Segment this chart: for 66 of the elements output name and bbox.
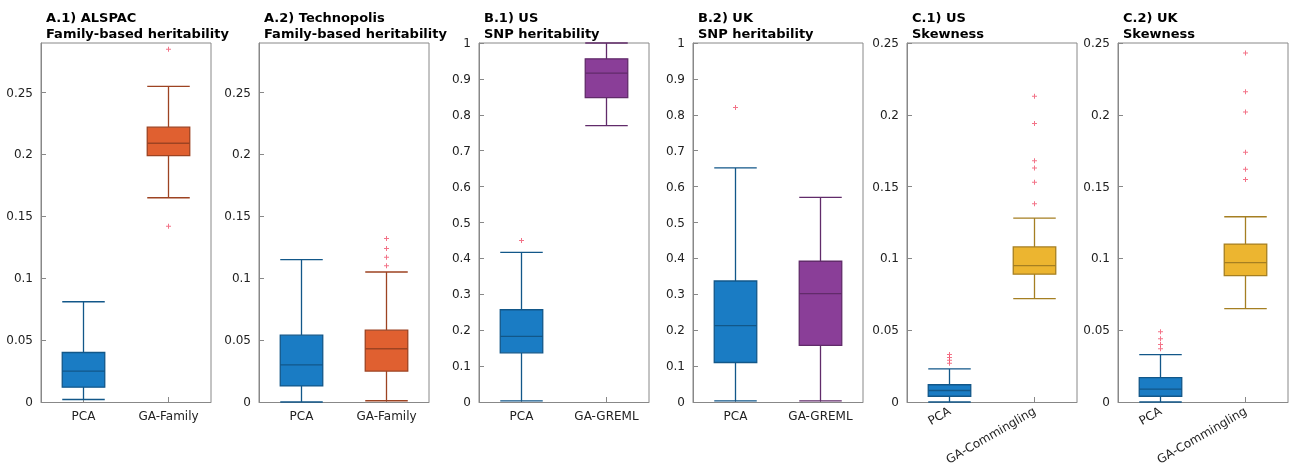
y-tick-label: 0.5 — [451, 215, 471, 230]
chart-title: C.2) UK — [1123, 9, 1179, 25]
y-tick-label: 0.05 — [224, 333, 251, 348]
y-tick-label: 0.1 — [665, 359, 685, 374]
y-tick-label: 0 — [463, 395, 471, 409]
y-tick-label: 0.2 — [451, 323, 471, 338]
y-tick-label: 0.15 — [872, 179, 899, 194]
y-tick-label: 0.6 — [451, 179, 471, 194]
chart-subtitle: Skewness — [912, 25, 985, 41]
x-tick-label: PCA — [723, 409, 749, 423]
x-tick-label: GA-GREML — [574, 409, 639, 423]
y-tick-label: 1 — [677, 36, 685, 50]
chart-title: C.1) US — [912, 9, 966, 25]
y-tick-label: 0.1 — [451, 359, 471, 374]
y-tick-label: 0.1 — [13, 271, 33, 286]
y-tick-label: 0.15 — [1083, 179, 1110, 194]
x-tick-label: GA-Family — [356, 409, 417, 423]
chart-subtitle: Skewness — [1123, 25, 1196, 41]
y-tick-label: 0.2 — [879, 107, 899, 122]
y-tick-label: 0.25 — [872, 36, 899, 50]
y-tick-label: 0.25 — [1083, 36, 1110, 50]
chart-title: A.2) Technopolis — [264, 9, 386, 25]
y-tick-label: 0 — [891, 395, 899, 409]
chart-title: B.2) UK — [698, 9, 754, 25]
chart-title: A.1) ALSPAC — [46, 9, 137, 25]
y-tick-label: 0.3 — [665, 287, 685, 302]
y-tick-label: 0.9 — [451, 71, 471, 86]
y-tick-label: 0.1 — [1090, 251, 1110, 266]
x-tick-label: PCA — [71, 409, 97, 423]
y-tick-label: 0 — [677, 395, 685, 409]
y-tick-label: 0.2 — [231, 147, 251, 162]
y-tick-label: 0.2 — [665, 323, 685, 338]
x-tick-label: GA-Family — [138, 409, 199, 423]
y-tick-label: 0.8 — [665, 107, 685, 122]
x-tick-label: PCA — [509, 409, 535, 423]
y-tick-label: 0 — [25, 395, 33, 409]
y-tick-label: 0.25 — [6, 85, 33, 100]
y-tick-label: 0.05 — [1083, 323, 1110, 338]
y-tick-label: 0 — [243, 395, 251, 409]
y-tick-label: 1 — [463, 36, 471, 50]
y-tick-label: 0.1 — [879, 251, 899, 266]
chart-subtitle: Family-based heritability — [46, 25, 230, 41]
y-tick-label: 0.05 — [872, 323, 899, 338]
y-tick-label: 0.3 — [451, 287, 471, 302]
chart-subtitle: Family-based heritability — [264, 25, 448, 41]
x-tick-label: GA-GREML — [788, 409, 853, 423]
y-tick-label: 0.4 — [665, 251, 685, 266]
y-tick-label: 0.7 — [665, 143, 685, 158]
y-tick-label: 0.05 — [6, 333, 33, 348]
y-tick-label: 0.6 — [665, 179, 685, 194]
y-tick-label: 0.15 — [224, 209, 251, 224]
y-tick-label: 0.2 — [13, 147, 33, 162]
chart-title: B.1) US — [484, 9, 539, 25]
y-tick-label: 0.8 — [451, 107, 471, 122]
x-tick-label: PCA — [289, 409, 315, 423]
y-tick-label: 0 — [1102, 395, 1110, 409]
y-tick-label: 0.2 — [1090, 107, 1110, 122]
y-tick-label: 0.25 — [224, 85, 251, 100]
y-tick-label: 0.9 — [665, 71, 685, 86]
y-tick-label: 0.4 — [451, 251, 471, 266]
y-tick-label: 0.5 — [665, 215, 685, 230]
y-tick-label: 0.7 — [451, 143, 471, 158]
y-tick-label: 0.1 — [231, 271, 251, 286]
y-tick-label: 0.15 — [6, 209, 33, 224]
chart-subtitle: SNP heritability — [698, 25, 815, 41]
chart-subtitle: SNP heritability — [484, 25, 601, 41]
